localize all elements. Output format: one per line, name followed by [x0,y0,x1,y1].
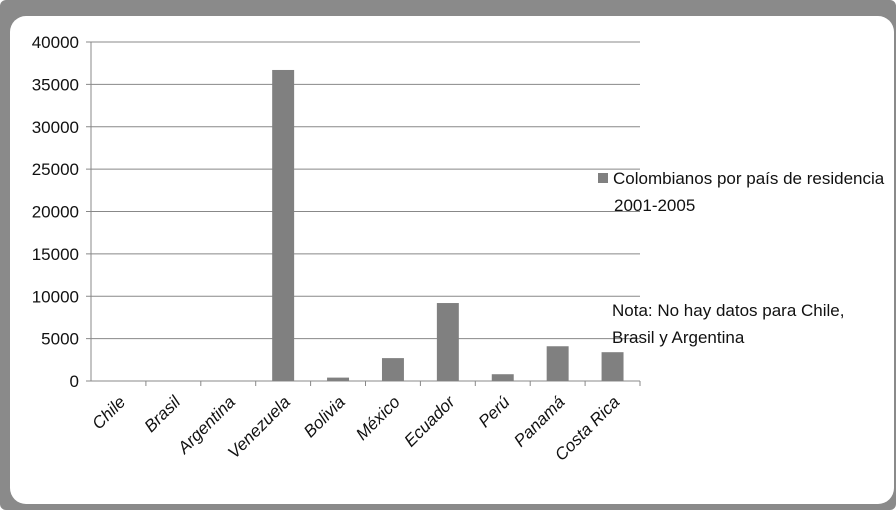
x-tick-label: Chile [88,392,129,433]
bar-panamá [546,346,569,381]
chart-note: Nota: No hay datos para Chile, Brasil y … [612,297,882,351]
axes [86,41,641,386]
legend-swatch [598,173,608,183]
y-tick-label: 35000 [32,75,79,94]
x-tick-label: Brasil [141,392,185,436]
y-tick-label: 20000 [32,203,79,222]
gridlines [91,41,640,340]
bar-costa-rica [601,352,624,381]
legend-label-line2: 2001-2005 [614,196,696,215]
bar-bolivia [327,377,350,381]
bar-venezuela [272,69,295,381]
y-tick-label: 40000 [32,33,79,52]
note-line2: Brasil y Argentina [612,328,745,347]
legend: Colombianos por país de residencia 2001-… [598,165,894,219]
bars [272,69,624,381]
x-tick-label: México [352,392,404,444]
y-tick-labels: 0 5000 10000 15000 20000 25000 30000 35000 40000 [32,33,79,391]
legend-label-line1: Colombianos por país de residencia [613,169,885,188]
y-tick-label: 10000 [32,287,79,306]
x-tick-label: Bolivia [300,392,349,441]
y-tick-label: 5000 [41,330,79,349]
note-line1: Nota: No hay datos para Chile, [612,301,845,320]
x-tick-label: Ecuador [400,391,459,450]
y-tick-label: 30000 [32,118,79,137]
y-tick-label: 25000 [32,160,79,179]
x-tick-label: Perú [475,392,514,431]
bar-ecuador [436,303,459,381]
y-tick-label: 0 [70,372,79,391]
chart-panel [10,16,894,504]
bar-méxico [381,358,404,381]
y-tick-label: 15000 [32,245,79,264]
bar-perú [491,374,514,381]
